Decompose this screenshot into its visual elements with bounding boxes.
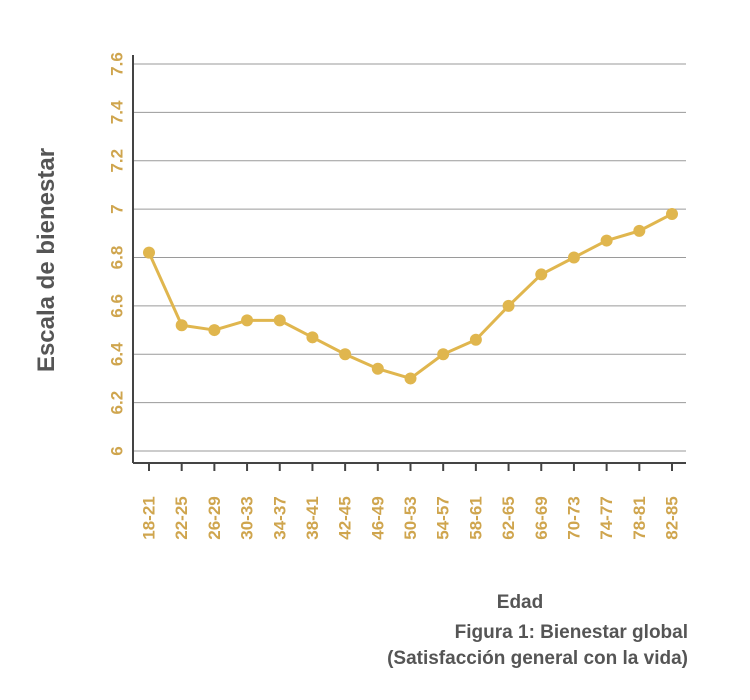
x-tick-label: 34-37	[270, 496, 289, 539]
data-point	[371, 362, 384, 375]
caption-subtitle: (Satisfacción general con la vida)	[387, 648, 688, 669]
data-point	[273, 314, 286, 327]
x-axis-label: Edad	[496, 592, 544, 613]
x-tick-label: 70-73	[564, 496, 583, 539]
y-tick-label: 6.2	[108, 391, 127, 415]
data-point	[175, 319, 188, 332]
data-point	[535, 268, 548, 281]
data-point	[339, 348, 352, 361]
y-tick-label: 7	[108, 204, 127, 213]
caption-title: Figura 1: Bienestar global	[454, 622, 688, 643]
y-tick-label: 7.6	[108, 52, 127, 76]
x-tick-label: 38-41	[303, 496, 322, 539]
x-tick-label: 42-45	[336, 496, 355, 539]
x-tick-label: 82-85	[663, 496, 682, 539]
x-tick-label: 66-69	[532, 496, 551, 539]
y-tick-label: 6.8	[108, 246, 127, 270]
data-point	[600, 234, 613, 247]
data-point	[404, 372, 417, 385]
data-point	[143, 246, 155, 259]
x-tick-label: 74-77	[597, 496, 616, 539]
x-tick-label: 46-49	[368, 496, 387, 539]
x-tick-label: 78-81	[630, 496, 649, 539]
data-point	[666, 207, 678, 220]
data-point	[469, 333, 482, 346]
data-point	[567, 251, 580, 264]
x-tick-label: 30-33	[238, 496, 257, 539]
x-tick-label: 62-65	[499, 496, 518, 539]
y-tick-label: 7.4	[108, 100, 127, 124]
y-tick-label: 6.6	[108, 294, 127, 318]
data-point	[633, 224, 646, 237]
data-point	[306, 331, 319, 344]
data-point	[241, 314, 254, 327]
x-tick-label: 18-21	[140, 496, 159, 539]
y-tick-label: 7.2	[108, 149, 127, 173]
x-tick-label: 50-53	[401, 496, 420, 539]
y-tick-label: 6.4	[108, 342, 127, 366]
x-tick-label: 26-29	[205, 496, 224, 539]
x-tick-label: 54-57	[434, 496, 453, 539]
data-point	[208, 324, 221, 337]
y-tick-label: 6	[108, 446, 127, 455]
x-tick-label: 58-61	[466, 496, 485, 539]
data-point	[437, 348, 450, 361]
figure-caption: Figura 1: Bienestar global (Satisfacción…	[387, 620, 688, 672]
x-tick-label: 22-25	[172, 496, 191, 539]
y-axis-label: Escala de bienestar	[33, 147, 60, 373]
data-point	[502, 299, 515, 312]
